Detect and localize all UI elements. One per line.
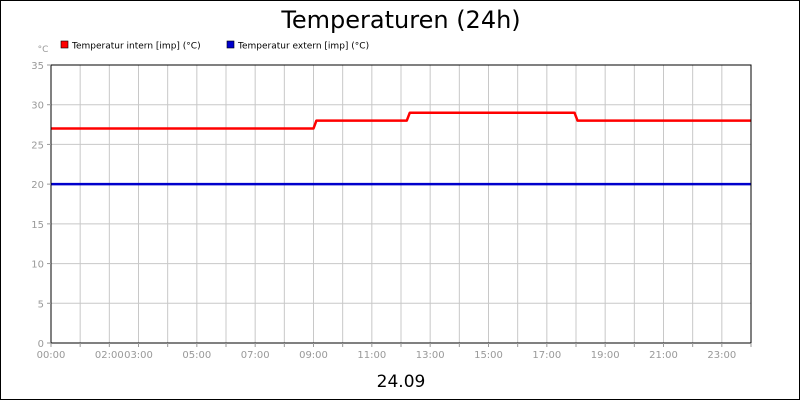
x-tick-label: 17:00 <box>532 350 561 361</box>
legend: Temperatur intern [imp] (°C) Temperatur e… <box>60 40 369 52</box>
x-tick-label: 07:00 <box>241 350 270 361</box>
series-line-1 <box>51 111 751 130</box>
x-tick-label: 11:00 <box>357 350 386 361</box>
grid-lines <box>51 65 751 343</box>
x-tick-label: 02:00 <box>95 350 124 361</box>
x-tick-label: 21:00 <box>649 350 678 361</box>
x-axis-ticks: 00:00 02:00 03:00 05:00 07:00 09:00 11:00 13:00… <box>37 343 752 361</box>
x-tick-label: 19:00 <box>591 350 620 361</box>
y-axis-ticks: 0 5 10 15 20 25 30 35 <box>31 61 51 350</box>
y-tick-label: 30 <box>31 101 44 112</box>
x-tick-label: 23:00 <box>707 350 736 361</box>
y-tick-label: 25 <box>31 140 44 151</box>
x-tick-label: 09:00 <box>299 350 328 361</box>
x-tick-label: 05:00 <box>182 350 211 361</box>
x-axis-date-label: 24.09 <box>377 372 426 392</box>
legend-label: Temperatur extern [imp] (°C) <box>237 42 369 52</box>
legend-swatch <box>60 40 69 49</box>
y-tick-label: 10 <box>31 260 44 271</box>
x-tick-label: 15:00 <box>474 350 503 361</box>
y-tick-label: 15 <box>31 220 44 231</box>
chart-title: Temperaturen (24h) <box>280 6 520 34</box>
legend-swatch <box>226 40 235 49</box>
y-axis-unit-label: °C <box>38 45 49 55</box>
y-tick-label: 20 <box>31 180 44 191</box>
series-layer <box>51 111 751 186</box>
x-tick-label: 13:00 <box>416 350 445 361</box>
y-tick-label: 0 <box>38 339 44 350</box>
y-tick-label: 35 <box>31 61 44 72</box>
x-tick-label: 00:00 <box>37 350 66 361</box>
legend-label: Temperatur intern [imp] (°C) <box>71 42 201 52</box>
y-tick-label: 5 <box>38 299 44 310</box>
x-tick-label: 03:00 <box>124 350 153 361</box>
